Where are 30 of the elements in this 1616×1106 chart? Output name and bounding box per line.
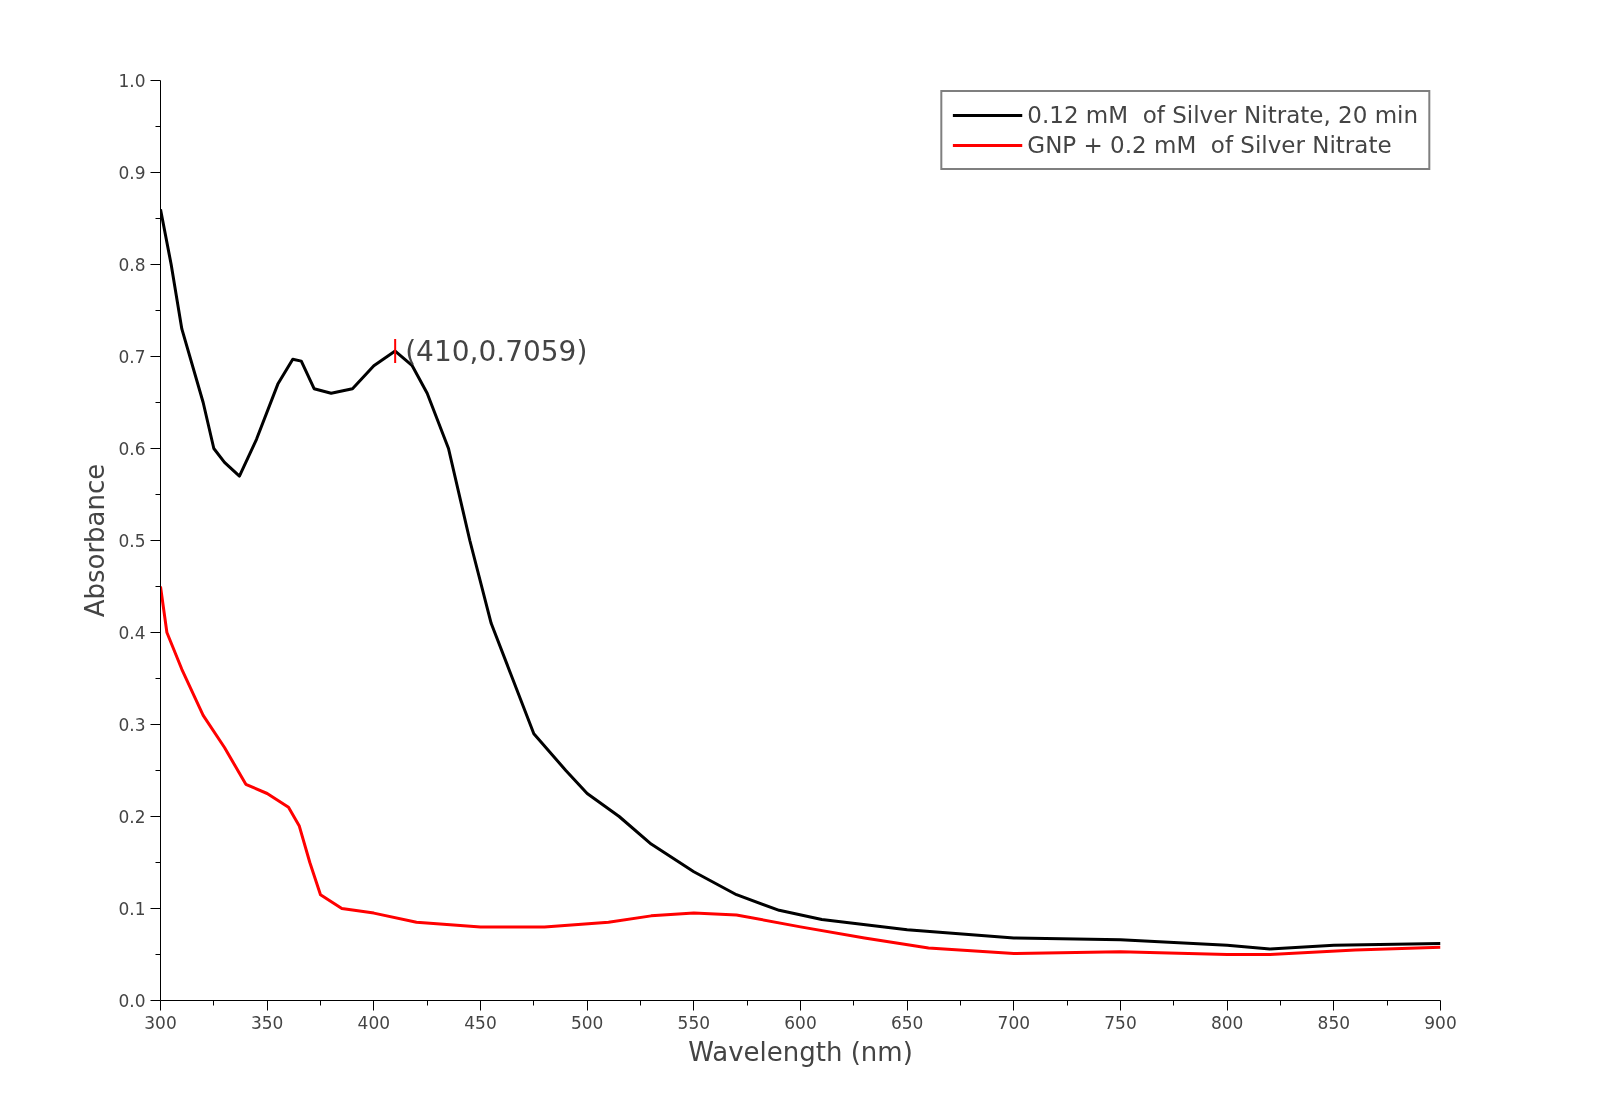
x-tick-label: 800: [1210, 1012, 1244, 1033]
line-series: [160, 585, 1441, 956]
y-tick-label: 0.3: [118, 715, 146, 735]
y-tick-label: 0.0: [118, 991, 146, 1011]
x-axis-title: Wavelength (nm): [688, 1036, 913, 1067]
y-tick-label: 0.1: [118, 899, 146, 919]
x-tick-label: 850: [1317, 1012, 1351, 1033]
y-tick-label: 0.5: [118, 531, 146, 551]
legend-label: GNP + 0.2 mM of Silver Nitrate: [1027, 132, 1392, 158]
x-tick-label: 600: [784, 1012, 817, 1033]
y-axis-title: Absorbance: [80, 463, 111, 618]
x-tick-label: 450: [464, 1012, 497, 1033]
x-tick-label: 500: [570, 1012, 604, 1033]
legend-label: 0.12 mM of Silver Nitrate, 20 min: [1027, 102, 1418, 128]
y-tick-label: 0.6: [118, 439, 146, 459]
y-tick-label: 0.4: [118, 623, 146, 643]
x-tick-label: 400: [357, 1012, 391, 1033]
y-tick-label: 0.8: [118, 255, 146, 275]
x-tick-label: 900: [1424, 1012, 1457, 1033]
x-tick-label: 350: [250, 1012, 284, 1033]
y-tick-label: 0.7: [118, 347, 146, 367]
x-tick-label: 650: [890, 1012, 924, 1033]
x-tick-label: 300: [144, 1012, 177, 1033]
x-tick-label: 550: [677, 1012, 711, 1033]
x-tick-label: 700: [997, 1012, 1031, 1033]
y-tick-label: 0.2: [118, 807, 146, 827]
y-tick-label: 1.0: [118, 71, 146, 91]
annotation: (410,0.7059): [405, 334, 588, 368]
y-tick-label: 0.9: [118, 163, 146, 183]
x-tick-label: 750: [1104, 1012, 1137, 1033]
